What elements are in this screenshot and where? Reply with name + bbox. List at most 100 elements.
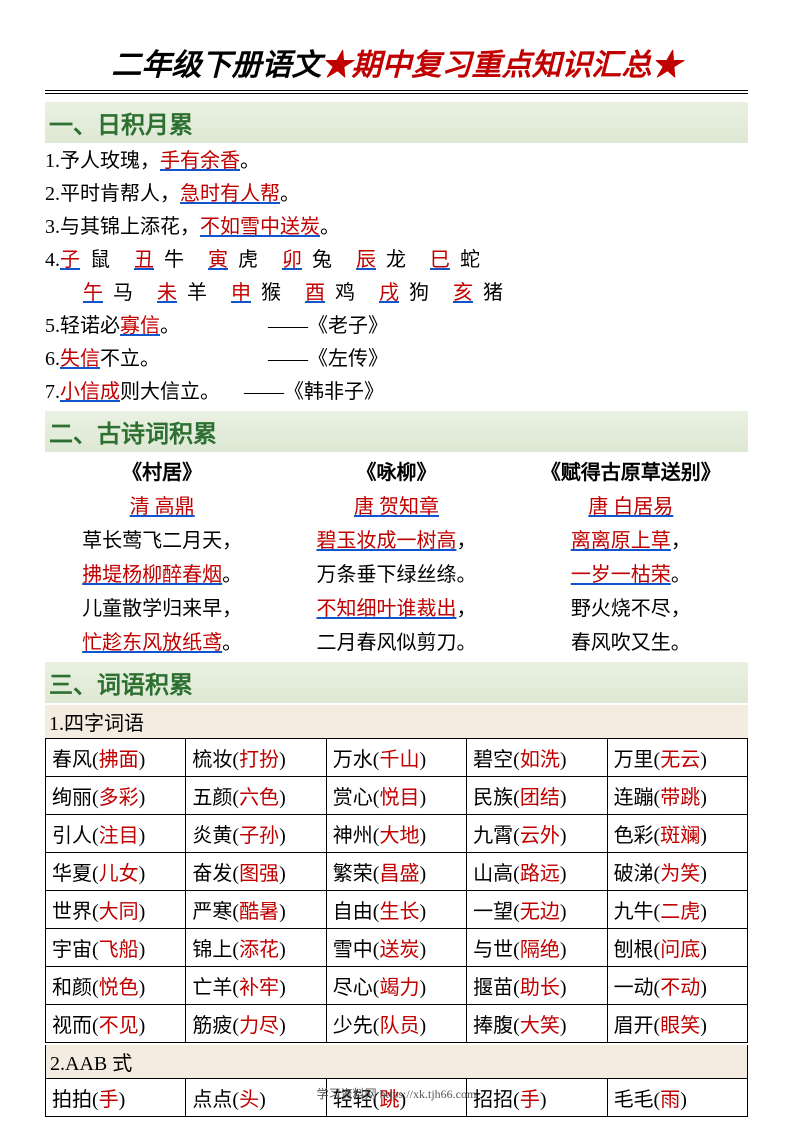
item-4-row2: 午马未羊申猴酉鸡戌狗亥猪: [83, 277, 748, 310]
table-cell: 万里(无云): [607, 739, 747, 777]
table-cell: 世界(大同): [46, 891, 186, 929]
poem-author: 唐 白居易: [514, 490, 748, 524]
table-cell: 锦上(添花): [186, 929, 326, 967]
zodiac-pair: 酉鸡: [305, 277, 355, 310]
section-1-header: 一、日积月累: [45, 102, 748, 143]
item-6: 6.失信不立。——《左传》: [45, 343, 748, 376]
table-cell: 宇宙(飞船): [46, 929, 186, 967]
table-row: 春风(拂面)梳妆(打扮)万水(千山)碧空(如洗)万里(无云): [46, 739, 748, 777]
table-row: 华夏(儿女)奋发(图强)繁荣(昌盛)山高(路远)破涕(为笑): [46, 853, 748, 891]
table-cell: 九牛(二虎): [607, 891, 747, 929]
four-char-table: 春风(拂面)梳妆(打扮)万水(千山)碧空(如洗)万里(无云)绚丽(多彩)五颜(六…: [45, 738, 748, 1043]
poem-column: 《村居》清 高鼎草长莺飞二月天，拂堤杨柳醉春烟。儿童散学归来早，忙趁东风放纸鸢。: [45, 456, 279, 660]
zodiac-pair: 子鼠: [60, 244, 110, 277]
poem-line: 万条垂下绿丝绦。: [279, 558, 513, 592]
poems-container: 《村居》清 高鼎草长莺飞二月天，拂堤杨柳醉春烟。儿童散学归来早，忙趁东风放纸鸢。…: [45, 456, 748, 660]
table-cell: 亡羊(补牢): [186, 967, 326, 1005]
zodiac-row2: 午马未羊申猴酉鸡戌狗亥猪: [83, 277, 527, 310]
zodiac-row1: 子鼠丑牛寅虎卯兔辰龙巳蛇: [60, 244, 504, 277]
table-cell: 一动(不动): [607, 967, 747, 1005]
table-row: 世界(大同)严寒(酷暑)自由(生长)一望(无边)九牛(二虎): [46, 891, 748, 929]
table-cell: 赏心(悦目): [326, 777, 466, 815]
poem-line: 野火烧不尽，: [514, 592, 748, 626]
zodiac-pair: 申猴: [231, 277, 281, 310]
table-cell: 连蹦(带跳): [607, 777, 747, 815]
poem-line: 春风吹又生。: [514, 626, 748, 660]
table-cell: 严寒(酷暑): [186, 891, 326, 929]
table-cell: 自由(生长): [326, 891, 466, 929]
zodiac-pair: 卯兔: [282, 244, 332, 277]
table-cell: 繁荣(昌盛): [326, 853, 466, 891]
sub-header-1: 1.四字词语: [45, 705, 748, 738]
title-part2: 期中复习重点知识汇总: [352, 49, 652, 82]
poem-author: 唐 贺知章: [279, 490, 513, 524]
table-cell: 捧腹(大笑): [467, 1005, 607, 1043]
table-row: 视而(不见)筋疲(力尽)少先(队员)捧腹(大笑)眉开(眼笑): [46, 1005, 748, 1043]
table-row: 引人(注目)炎黄(子孙)神州(大地)九霄(云外)色彩(斑斓): [46, 815, 748, 853]
zodiac-pair: 午马: [83, 277, 133, 310]
poem-line: 草长莺飞二月天，: [45, 524, 279, 558]
page-title: 二年级下册语文★期中复习重点知识汇总★: [45, 40, 748, 94]
poem-title: 《咏柳》: [279, 456, 513, 490]
star-icon: ★: [652, 49, 682, 82]
poem-line: 离离原上草，: [514, 524, 748, 558]
table-cell: 破涕(为笑): [607, 853, 747, 891]
table-cell: 一望(无边): [467, 891, 607, 929]
table-row: 和颜(悦色)亡羊(补牢)尽心(竭力)揠苗(助长)一动(不动): [46, 967, 748, 1005]
table-cell: 眉开(眼笑): [607, 1005, 747, 1043]
poem-line: 不知细叶谁裁出，: [279, 592, 513, 626]
poem-line: 一岁一枯荣。: [514, 558, 748, 592]
table-cell: 奋发(图强): [186, 853, 326, 891]
table-cell: 雪中(送炭): [326, 929, 466, 967]
table-cell: 视而(不见): [46, 1005, 186, 1043]
table-cell: 和颜(悦色): [46, 967, 186, 1005]
table-cell: 刨根(问底): [607, 929, 747, 967]
poem-line: 儿童散学归来早，: [45, 592, 279, 626]
zodiac-pair: 未羊: [157, 277, 207, 310]
item-1: 1.予人玫瑰，手有余香。: [45, 145, 748, 178]
table-cell: 九霄(云外): [467, 815, 607, 853]
star-icon: ★: [322, 49, 352, 82]
table-cell: 民族(团结): [467, 777, 607, 815]
item-2: 2.平时肯帮人，急时有人帮。: [45, 178, 748, 211]
item-4-row1: 4. 子鼠丑牛寅虎卯兔辰龙巳蛇: [45, 244, 748, 277]
table-cell: 梳妆(打扮): [186, 739, 326, 777]
zodiac-pair: 亥猪: [453, 277, 503, 310]
zodiac-pair: 丑牛: [134, 244, 184, 277]
table-cell: 炎黄(子孙): [186, 815, 326, 853]
sub-header-2: 2.AAB 式: [45, 1045, 748, 1078]
table-cell: 山高(路远): [467, 853, 607, 891]
zodiac-pair: 辰龙: [356, 244, 406, 277]
table-cell: 碧空(如洗): [467, 739, 607, 777]
poem-column: 《赋得古原草送别》唐 白居易离离原上草，一岁一枯荣。野火烧不尽，春风吹又生。: [514, 456, 748, 660]
item-3: 3.与其锦上添花，不如雪中送炭。: [45, 211, 748, 244]
table-cell: 揠苗(助长): [467, 967, 607, 1005]
poem-title: 《村居》: [45, 456, 279, 490]
poem-column: 《咏柳》唐 贺知章碧玉妆成一树高，万条垂下绿丝绦。不知细叶谁裁出，二月春风似剪刀…: [279, 456, 513, 660]
table-cell: 引人(注目): [46, 815, 186, 853]
zodiac-pair: 巳蛇: [430, 244, 480, 277]
footer-text: 学习资料网 https://xk.tjh66.com: [0, 1085, 793, 1102]
poem-line: 碧玉妆成一树高，: [279, 524, 513, 558]
title-part1: 二年级下册语文: [112, 49, 322, 82]
table-cell: 春风(拂面): [46, 739, 186, 777]
poem-title: 《赋得古原草送别》: [514, 456, 748, 490]
poem-line: 拂堤杨柳醉春烟。: [45, 558, 279, 592]
table-cell: 筋疲(力尽): [186, 1005, 326, 1043]
poem-author: 清 高鼎: [45, 490, 279, 524]
table-cell: 五颜(六色): [186, 777, 326, 815]
table-cell: 神州(大地): [326, 815, 466, 853]
poem-line: 二月春风似剪刀。: [279, 626, 513, 660]
poem-line: 忙趁东风放纸鸢。: [45, 626, 279, 660]
table-row: 绚丽(多彩)五颜(六色)赏心(悦目)民族(团结)连蹦(带跳): [46, 777, 748, 815]
table-cell: 华夏(儿女): [46, 853, 186, 891]
table-cell: 尽心(竭力): [326, 967, 466, 1005]
section-3-header: 三、词语积累: [45, 662, 748, 703]
table-cell: 色彩(斑斓): [607, 815, 747, 853]
item-5: 5.轻诺必寡信。——《老子》: [45, 310, 748, 343]
zodiac-pair: 寅虎: [208, 244, 258, 277]
table-row: 宇宙(飞船)锦上(添花)雪中(送炭)与世(隔绝)刨根(问底): [46, 929, 748, 967]
item-7: 7.小信成则大信立。——《韩非子》: [45, 376, 748, 409]
table-cell: 万水(千山): [326, 739, 466, 777]
zodiac-pair: 戌狗: [379, 277, 429, 310]
